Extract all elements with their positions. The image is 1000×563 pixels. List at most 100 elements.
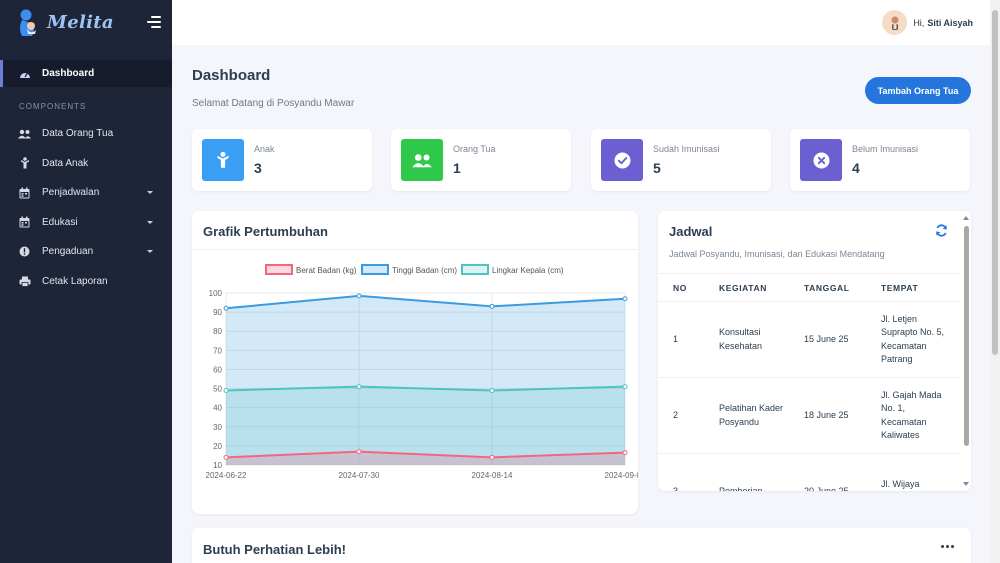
series-line — [225, 450, 626, 459]
sidebar-item-label: Dashboard — [42, 68, 95, 79]
stat-card-anak[interactable]: Anak 3 — [192, 129, 372, 191]
scrollbar-thumb[interactable] — [992, 10, 998, 355]
refresh-icon[interactable] — [935, 224, 948, 237]
y-tick-label: 90 — [213, 308, 222, 317]
stat-value: 1 — [453, 160, 461, 176]
stat-card-sudah-imunisasi[interactable]: Sudah Imunisasi 5 — [591, 129, 771, 191]
menu-toggle-icon[interactable] — [147, 16, 161, 28]
sidebar-item-label: Pengaduan — [42, 246, 94, 258]
scrollbar-thumb[interactable] — [964, 226, 969, 446]
stat-label: Belum Imunisasi — [852, 144, 919, 154]
schedule-scrollbar[interactable] — [961, 211, 971, 491]
cell-tempat: Jl. Letjen Suprapto No. 5, Kecamatan Pat… — [881, 301, 961, 378]
table-header-row: NO KEGIATAN TANGGAL TEMPAT — [658, 273, 961, 302]
page-scrollbar[interactable] — [990, 0, 1000, 563]
x-tick-label: 2024-07-30 — [339, 471, 380, 480]
data-point — [489, 303, 495, 309]
user-menu[interactable]: Hi, Siti Aisyah — [882, 10, 973, 35]
calendar-icon — [18, 216, 31, 228]
sidebar-item-data-anak[interactable]: Data Anak — [0, 149, 172, 179]
cell-tempat: Jl. Gajah Mada No. 1, Kecamatan Kaliwate… — [881, 377, 961, 454]
column-header: KEGIATAN — [719, 273, 804, 302]
sidebar: Melita Dashboard COMPONENTS Data Orang T… — [0, 0, 172, 563]
series-area — [226, 451, 625, 465]
sidebar-item-label: Data Orang Tua — [42, 128, 114, 140]
table-row[interactable]: 3 Pemberian 20 June 25 Jl. Wijaya Kusuma… — [658, 453, 961, 491]
sidebar-item-data-orang-tua[interactable]: Data Orang Tua — [0, 119, 172, 149]
data-point — [356, 293, 362, 299]
y-tick-label: 50 — [213, 385, 222, 394]
cell-tempat: Jl. Wijaya Kusuma No. — [881, 453, 961, 491]
stat-card-orang-tua[interactable]: Orang Tua 1 — [391, 129, 571, 191]
schedule-table: NO KEGIATAN TANGGAL TEMPAT 1 Konsultasi … — [658, 273, 961, 491]
growth-chart[interactable]: 10 20 30 40 50 60 70 80 90 100 2024-06-22 2024-07-3… — [192, 251, 638, 481]
cell-kegiatan: Pemberian — [719, 453, 804, 491]
legend-label: Tinggi Badan (cm) — [392, 266, 457, 275]
data-point — [622, 450, 628, 456]
scroll-up-icon[interactable] — [963, 216, 969, 220]
printer-icon — [18, 275, 31, 287]
data-point — [356, 449, 362, 455]
sidebar-nav: Dashboard COMPONENTS Data Orang Tua Data… — [0, 60, 172, 296]
series-line — [225, 294, 626, 310]
avatar — [882, 10, 908, 35]
series-line — [225, 385, 626, 392]
x-tick-label: 2024-06-22 — [206, 471, 247, 480]
data-point — [489, 454, 495, 460]
speedometer-icon — [18, 68, 31, 80]
cell-kegiatan: Pelatihan Kader Posyandu — [719, 377, 804, 454]
column-header: NO — [658, 273, 719, 302]
schedule-subtitle: Jadwal Posyandu, Imunisasi, dan Edukasi … — [669, 249, 885, 259]
alert-circle-icon — [18, 246, 31, 258]
sidebar-item-dashboard[interactable]: Dashboard — [0, 60, 172, 87]
y-tick-label: 30 — [213, 423, 222, 432]
legend-swatch — [361, 264, 389, 275]
cell-no: 3 — [658, 453, 719, 491]
table-row[interactable]: 2 Pelatihan Kader Posyandu 18 June 25 Jl… — [658, 377, 961, 454]
stat-label: Orang Tua — [453, 144, 496, 154]
growth-chart-panel: Grafik Pertumbuhan 10 20 30 40 50 60 70 80 90 100… — [192, 211, 638, 514]
table-row[interactable]: 1 Konsultasi Kesehatan 15 June 25 Jl. Le… — [658, 301, 961, 378]
more-options-icon[interactable] — [941, 545, 954, 548]
sidebar-item-label: Edukasi — [42, 216, 78, 228]
sidebar-item-label: Penjadwalan — [42, 187, 100, 199]
data-point — [622, 384, 628, 390]
sidebar-item-cetak-laporan[interactable]: Cetak Laporan — [0, 267, 172, 297]
user-name: Siti Aisyah — [927, 17, 973, 28]
stat-card-belum-imunisasi[interactable]: Belum Imunisasi 4 — [790, 129, 970, 191]
sidebar-item-label: Data Anak — [42, 157, 89, 169]
x-tick-label: 2024-08-14 — [472, 471, 513, 480]
brand-name: Melita — [47, 12, 114, 33]
sidebar-item-penjadwalan[interactable]: Penjadwalan — [0, 178, 172, 208]
attention-panel: Butuh Perhatian Lebih! — [192, 528, 971, 563]
y-tick-label: 40 — [213, 404, 222, 413]
stat-label: Anak — [254, 144, 275, 154]
add-parent-button[interactable]: Tambah Orang Tua — [865, 77, 971, 104]
scroll-down-icon[interactable] — [963, 482, 969, 486]
top-header: Hi, Siti Aisyah — [172, 0, 990, 45]
caret-down-icon — [147, 191, 153, 194]
cell-no: 1 — [658, 301, 719, 378]
data-point — [223, 454, 229, 460]
check-circle-icon — [601, 139, 643, 181]
sidebar-item-edukasi[interactable]: Edukasi — [0, 208, 172, 238]
data-point — [356, 384, 362, 390]
column-header: TEMPAT — [881, 273, 961, 302]
stat-value: 4 — [852, 160, 860, 176]
page-title: Dashboard — [192, 67, 271, 84]
brand[interactable]: Melita — [0, 0, 172, 45]
x-tick-label: 2024-09-03 — [605, 471, 638, 480]
series-area — [226, 295, 625, 465]
y-tick-label: 70 — [213, 346, 222, 355]
cell-tanggal: 15 June 25 — [804, 301, 881, 378]
y-tick-label: 100 — [209, 289, 223, 298]
users-icon — [18, 128, 31, 140]
legend-swatch — [265, 264, 293, 275]
data-point — [489, 387, 495, 393]
schedule-panel: Jadwal Jadwal Posyandu, Imunisasi, dan E… — [658, 211, 971, 491]
x-circle-icon — [800, 139, 842, 181]
sidebar-item-pengaduan[interactable]: Pengaduan — [0, 237, 172, 267]
cell-tanggal: 20 June 25 — [804, 453, 881, 491]
column-header: TANGGAL — [804, 273, 881, 302]
y-tick-label: 80 — [213, 327, 222, 336]
